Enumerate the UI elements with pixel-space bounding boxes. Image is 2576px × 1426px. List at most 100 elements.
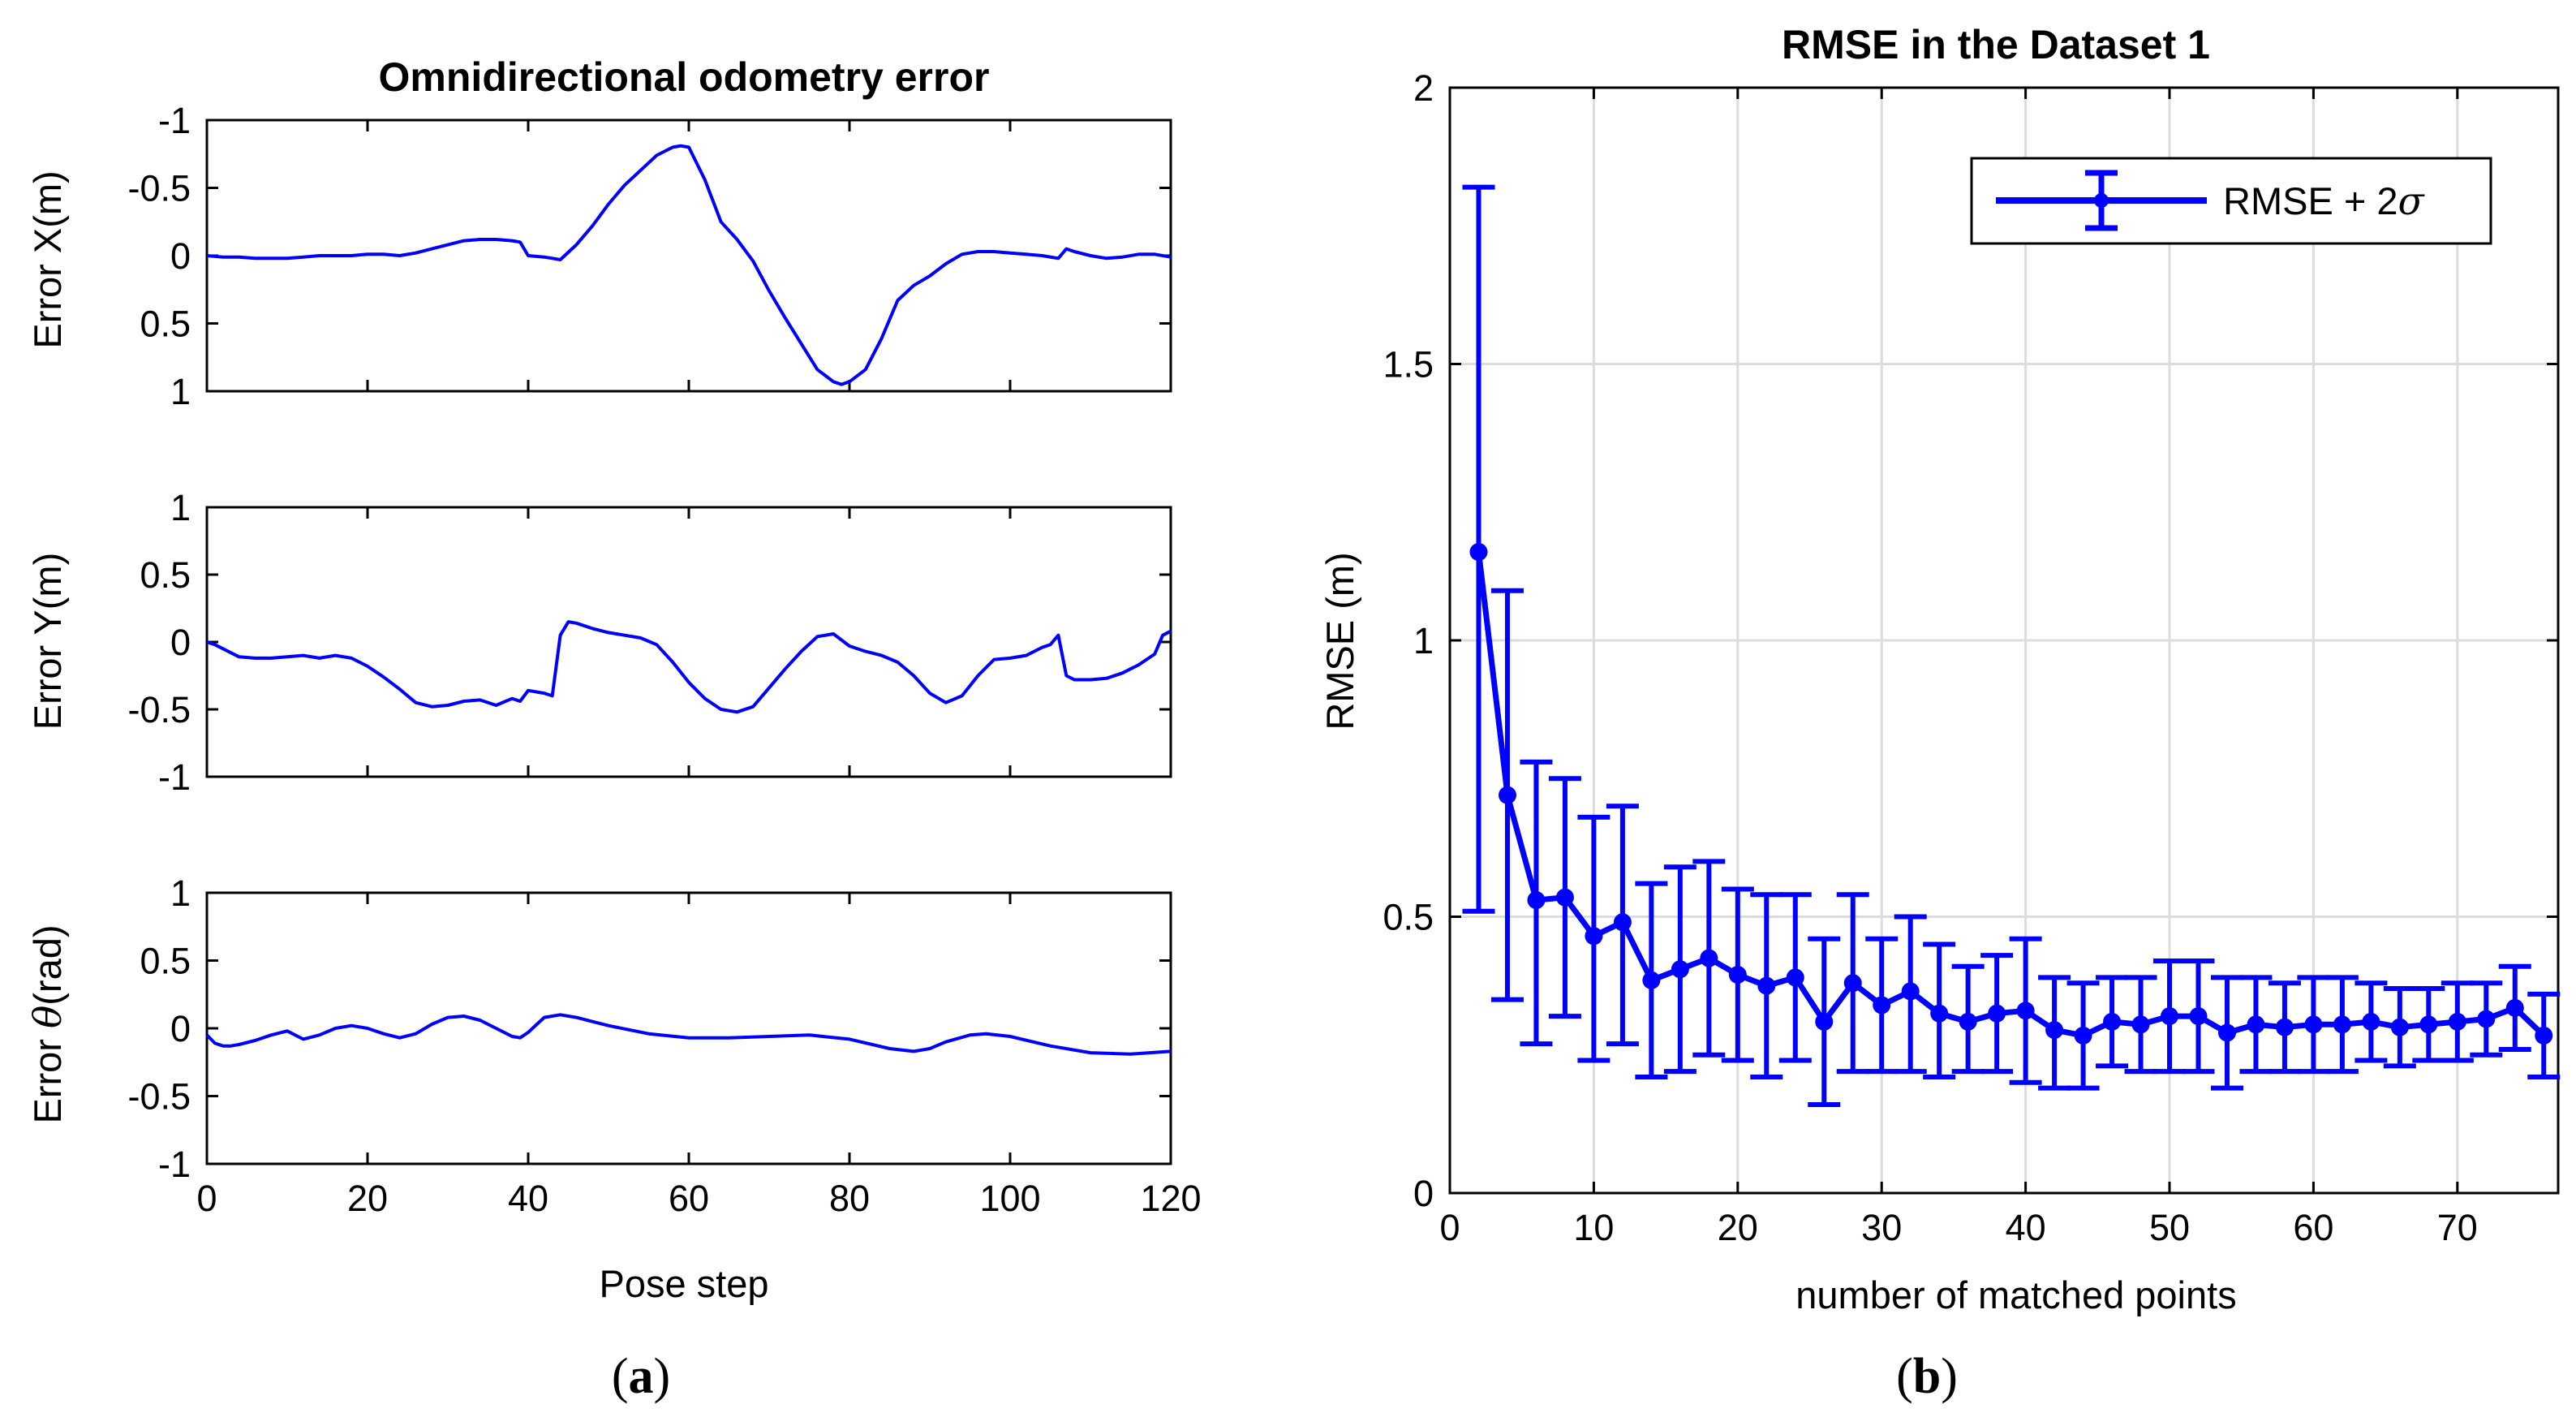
y-tick-label: -1 (158, 756, 191, 798)
panel-b: RMSE in the Dataset 1 0 10 20 30 40 50 60 70 0 0.… (1318, 22, 2561, 1404)
rmse-point (2275, 1018, 2294, 1036)
series-line (205, 1013, 1172, 1056)
y-tick-label: 0.5 (140, 941, 191, 982)
xlabel-matched-points: number of matched points (1795, 1273, 2236, 1316)
x-tick-label: 50 (2149, 1207, 2190, 1248)
rmse-point (1757, 976, 1776, 995)
rmse-point (1642, 971, 1661, 989)
rmse-point (2477, 1010, 2496, 1028)
rmse-point (2247, 1015, 2265, 1034)
plot-error-y: 1 0.5 0 -0.5 -1 (127, 487, 1172, 798)
rmse-point (2535, 1026, 2553, 1045)
rmse-point (1959, 1012, 1977, 1031)
rmse-point (1585, 927, 1603, 946)
rmse-point (1988, 1004, 2006, 1023)
rmse-point (1930, 1004, 1949, 1023)
legend-marker (2094, 193, 2109, 208)
rmse-point (2016, 1002, 2035, 1020)
legend: RMSE + 2σ (1970, 157, 2492, 245)
rmse-point (2131, 1015, 2150, 1034)
caption-a-close: ) (654, 1349, 671, 1404)
caption-a: (a) (612, 1349, 670, 1404)
y-tick-label: -0.5 (127, 1076, 191, 1118)
x-tick-label: 20 (347, 1178, 388, 1219)
rmse-point (2362, 1012, 2380, 1031)
caption-a-letter: a (629, 1349, 654, 1404)
rmse-point (2448, 1012, 2466, 1031)
x-tick-label: 0 (1439, 1207, 1460, 1248)
x-tick-label: 100 (979, 1178, 1040, 1219)
series-line (206, 620, 1172, 714)
ylabel-error-y: Error Y(m) (26, 553, 69, 730)
y-tick-label: -0.5 (127, 168, 191, 209)
ylabel-theta-suffix: (rad) (26, 924, 69, 1005)
series-line (206, 144, 1172, 386)
rmse-point (2390, 1018, 2409, 1036)
rmse-point (1901, 982, 1920, 1001)
rmse-point (2505, 998, 2524, 1017)
x-tick-label: 80 (829, 1178, 870, 1219)
y-tick-label: 0 (1413, 1173, 1434, 1214)
x-tick-label: 20 (1718, 1207, 1758, 1248)
rmse-point (1815, 1012, 1834, 1031)
plot-error-x: -1 -0.5 0 0.5 1 (127, 100, 1172, 412)
axes-box (205, 891, 1172, 1165)
x-tick-label: 120 (1140, 1178, 1201, 1219)
rmse-point (2189, 1007, 2208, 1026)
x-tick-label: 60 (669, 1178, 709, 1219)
y-tick-label: 1 (170, 872, 191, 914)
y-tick-label: 1 (170, 487, 191, 528)
legend-label-symbol: σ (2398, 179, 2426, 224)
ylabel-theta-prefix: Error (26, 1028, 69, 1124)
rmse-point (1498, 786, 1516, 804)
rmse-point (1843, 974, 1862, 993)
title-odometry: Omnidirectional odometry error (379, 54, 990, 100)
rmse-point (1873, 996, 1891, 1015)
x-tick-label: 0 (196, 1178, 217, 1219)
rmse-point (1613, 913, 1632, 932)
rmse-point (2333, 1015, 2351, 1034)
rmse-point (2161, 1007, 2179, 1026)
y-tick-label: 0.5 (140, 554, 191, 596)
rmse-point (1786, 968, 1804, 987)
rmse-point (1728, 966, 1747, 984)
title-rmse: RMSE in the Dataset 1 (1782, 22, 2210, 67)
caption-b-letter: b (1913, 1349, 1941, 1404)
plot-rmse: 0 10 20 30 40 50 60 70 0 0.5 1 1.5 2 (1383, 67, 2561, 1248)
y-tick-label: -0.5 (127, 689, 191, 730)
rmse-point (2304, 1015, 2323, 1034)
y-tick-label: -1 (158, 1144, 191, 1185)
ylabel-rmse: RMSE (m) (1318, 552, 1361, 730)
y-tick-label: 0 (170, 235, 191, 277)
caption-a-open: ( (612, 1349, 629, 1404)
y-tick-label: 0.5 (140, 304, 191, 345)
x-tick-label: 10 (1573, 1207, 1614, 1248)
rmse-point (1700, 949, 1718, 967)
axes-box (205, 506, 1172, 778)
x-tick-label: 70 (2437, 1207, 2478, 1248)
x-tick-label: 60 (2293, 1207, 2333, 1248)
rmse-point (1527, 891, 1546, 910)
x-tick-label: 30 (1861, 1207, 1902, 1248)
x-tick-label: 40 (2006, 1207, 2046, 1248)
ylabel-error-theta: Error θ(rad) (26, 924, 71, 1123)
ylabel-theta-symbol: θ (26, 1006, 71, 1028)
y-tick-label: 1 (1413, 620, 1434, 661)
y-tick-label: 1.5 (1383, 344, 1434, 386)
legend-label: RMSE + 2σ (2223, 179, 2426, 224)
rmse-point (2074, 1026, 2092, 1045)
rmse-point (2217, 1023, 2236, 1042)
rmse-point (2103, 1012, 2122, 1031)
xlabel-pose-step: Pose step (599, 1262, 768, 1305)
panel-a: Omnidirectional odometry error -1 -0.5 0 0.… (26, 54, 1202, 1404)
ylabel-error-x: Error X(m) (26, 170, 69, 348)
caption-b: (b) (1896, 1349, 1958, 1404)
plot-error-theta: 0 20 40 60 80 100 120 1 0.5 0 -0.5 -1 (127, 872, 1201, 1219)
x-tick-label: 40 (508, 1178, 548, 1219)
rmse-line (1476, 551, 2546, 1039)
rmse-point (1671, 960, 1689, 979)
rmse-point (1469, 543, 1488, 562)
caption-b-close: ) (1941, 1349, 1958, 1404)
y-tick-label: -1 (158, 100, 191, 141)
